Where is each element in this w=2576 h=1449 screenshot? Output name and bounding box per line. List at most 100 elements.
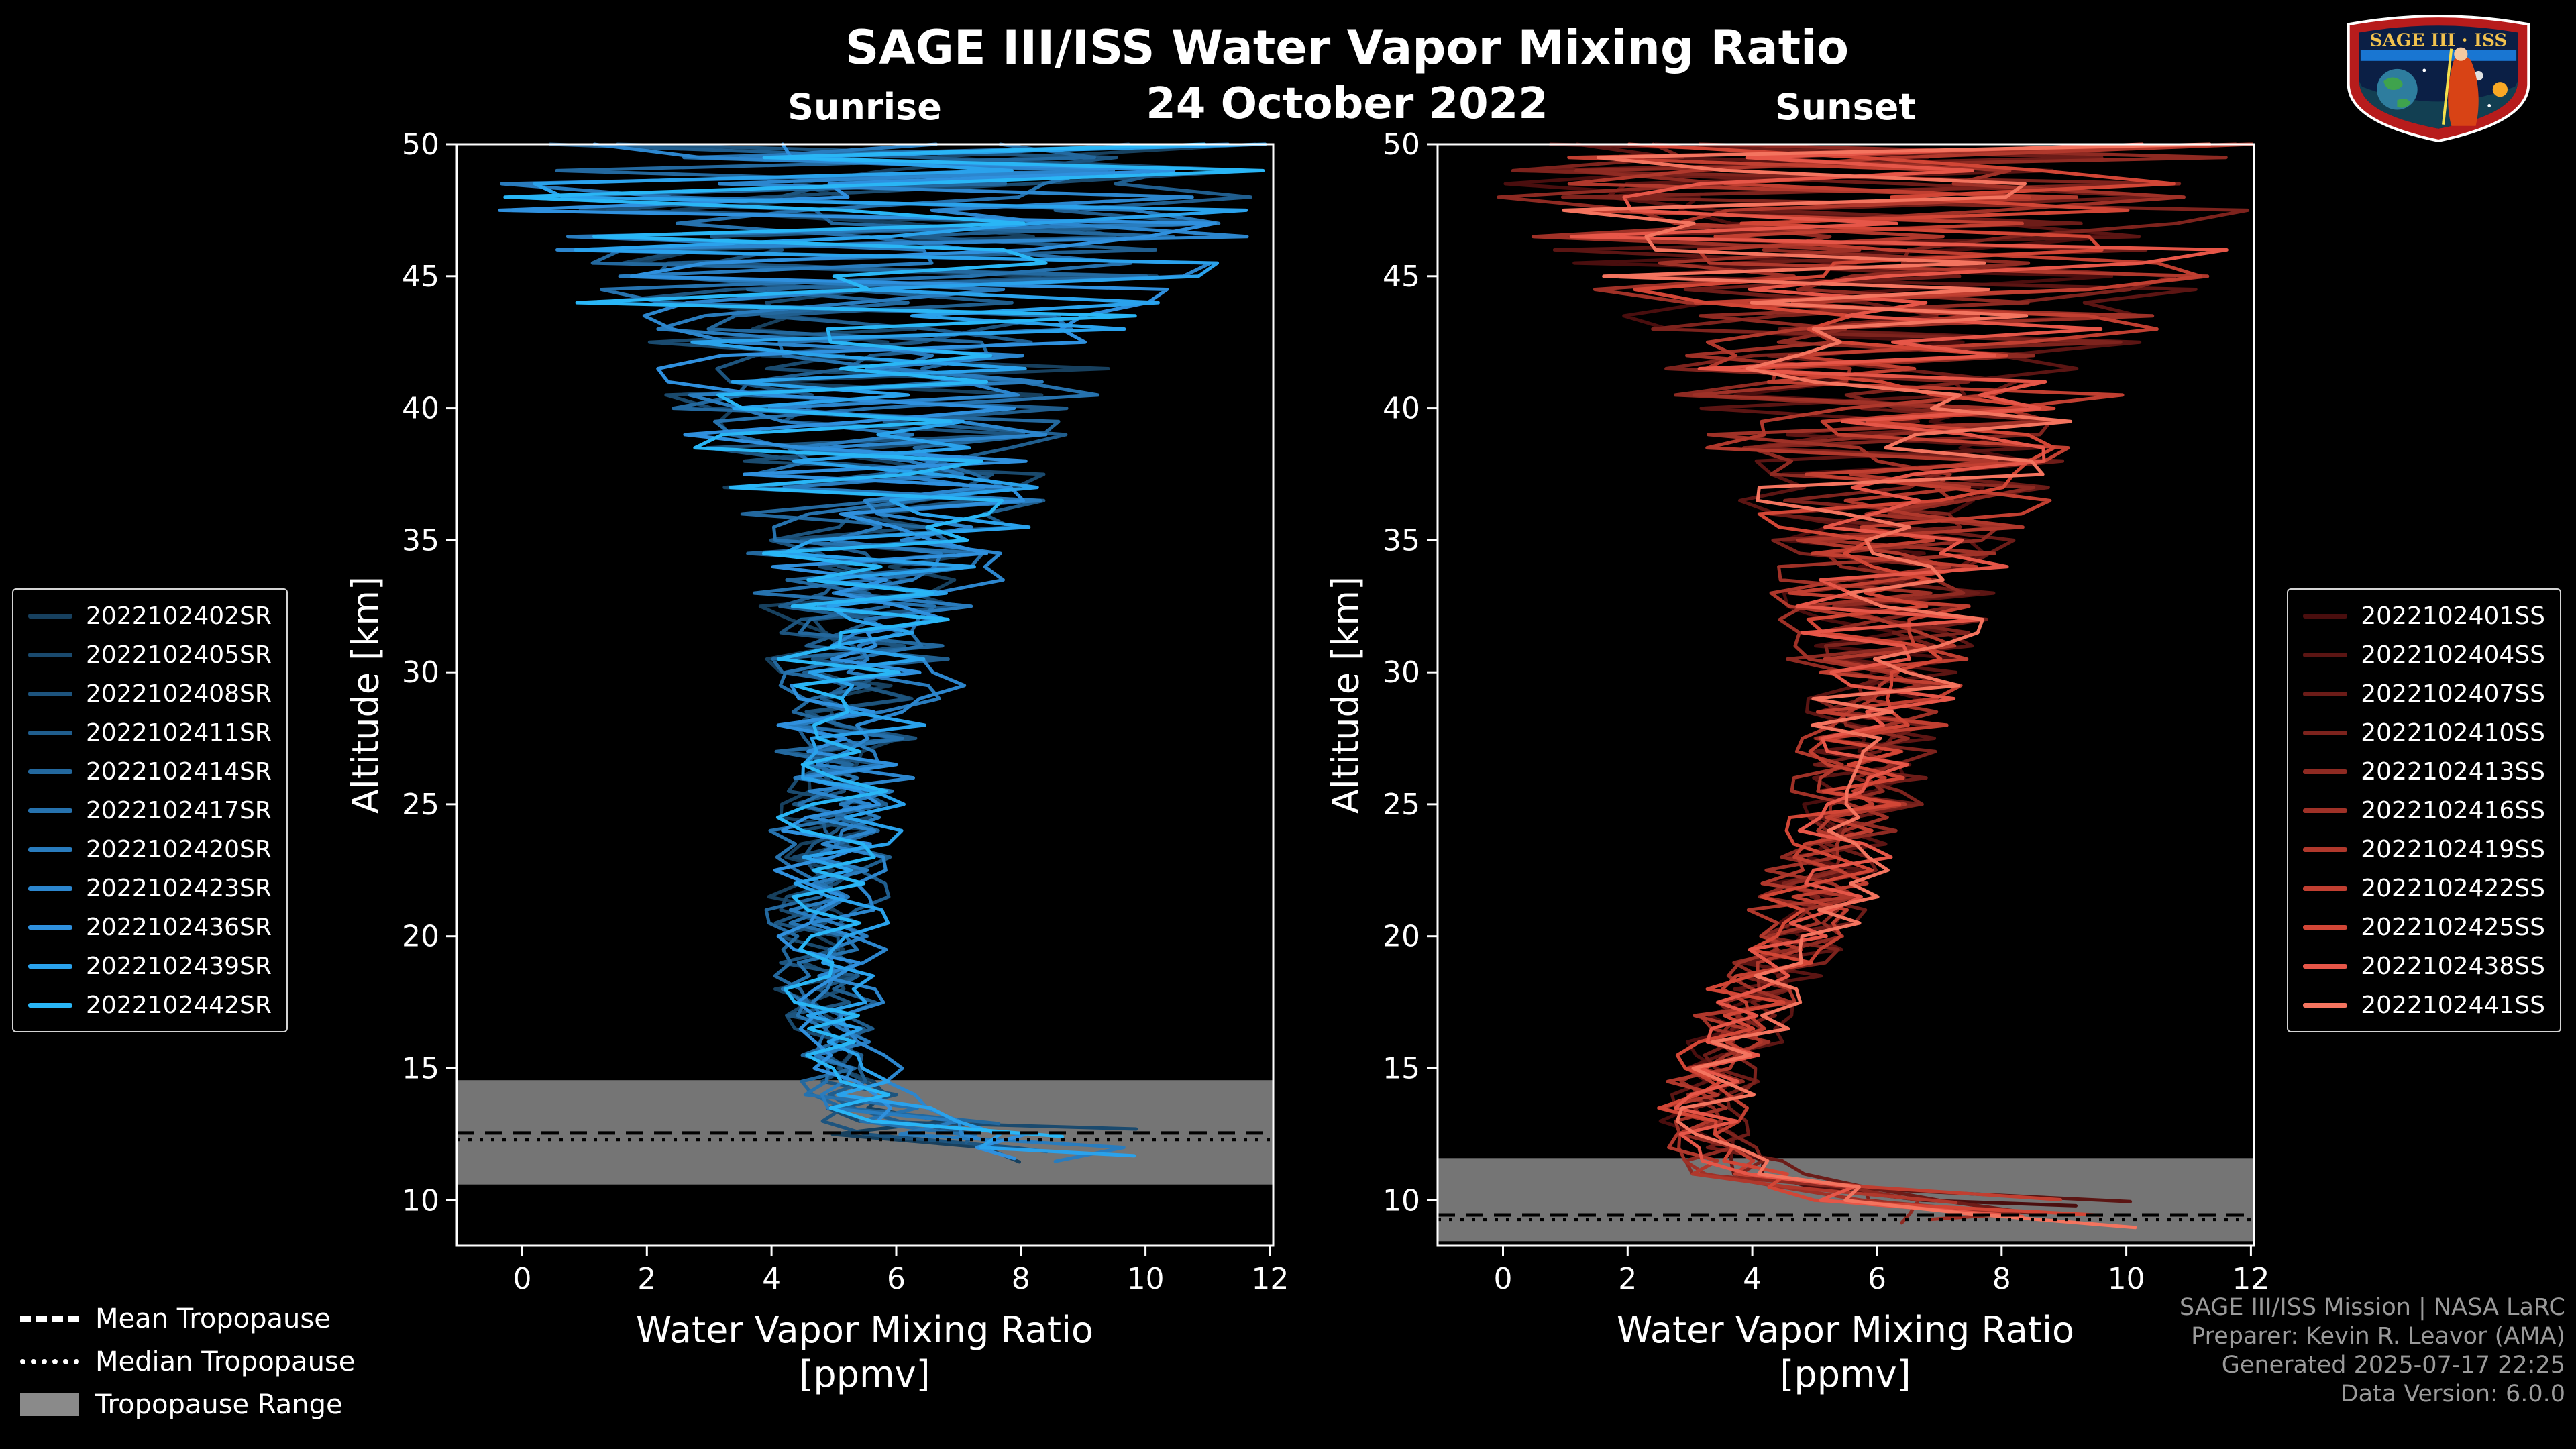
profile-line-2022102441SS [1562, 142, 2212, 1230]
profile-line-2022102439SR [533, 142, 1267, 1158]
series-color-line [2303, 885, 2348, 891]
logo-staff [2442, 48, 2453, 125]
series-label: 2022102404SS [2361, 641, 2545, 669]
series-label: 2022102410SS [2361, 718, 2545, 747]
series-label: 2022102411SR [86, 718, 272, 747]
x-axis-label-right: Water Vapor Mixing Ratio [ppmv] [1617, 1308, 2074, 1397]
profile-line-2022102410SS [1511, 142, 2250, 1208]
mean-tropopause-label: Mean Tropopause [95, 1303, 331, 1334]
y-tick-label: 20 [1383, 920, 1420, 954]
legend-item: 2022102419SS [2303, 835, 2545, 863]
series-color-line [2303, 613, 2348, 619]
series-color-line [28, 885, 72, 891]
legend-item: 2022102438SS [2303, 952, 2545, 980]
profile-line-2022102425SS [1627, 142, 2176, 1217]
logo-earth-land [2383, 77, 2403, 91]
series-color-line [2303, 808, 2348, 813]
x-tick-label: 4 [1743, 1262, 1762, 1296]
gray-range-swatch [20, 1393, 79, 1416]
legend-item-mean-tropopause: Mean Tropopause [20, 1303, 355, 1334]
x-tick-label: 4 [762, 1262, 781, 1296]
series-label: 2022102438SS [2361, 952, 2545, 980]
x-tick-label: 0 [1494, 1262, 1513, 1296]
legend-item: 2022102401SS [2303, 602, 2545, 630]
series-label: 2022102413SS [2361, 757, 2545, 786]
date-title: 24 October 2022 [1146, 79, 1548, 129]
y-tick-label: 25 [1383, 788, 1420, 822]
legend-item: 2022102417SR [28, 796, 272, 824]
series-color-line [2303, 652, 2348, 657]
series-label: 2022102401SS [2361, 602, 2545, 630]
series-color-line [28, 847, 72, 852]
panel-sunset: 0 2 4 6 8 10 12 10 15 20 25 30 35 40 45 50 [1383, 127, 2269, 1296]
legend-item: 2022102411SR [28, 718, 272, 747]
y-tick-label: 35 [402, 523, 439, 557]
legend-item: 2022102439SR [28, 952, 272, 980]
y-axis-label-left: Altitude [km] [344, 576, 387, 814]
legend-item-tropopause-range: Tropopause Range [20, 1389, 355, 1420]
x-axis-label-unit: [ppmv] [799, 1353, 930, 1395]
legend-item: 2022102414SR [28, 757, 272, 786]
legend-sunrise: 2022102402SR 2022102405SR 2022102408SR 2022… [12, 588, 288, 1032]
logo-sea [2359, 81, 2518, 129]
y-tick-label: 15 [402, 1052, 439, 1086]
legend-item: 2022102422SS [2303, 874, 2545, 902]
series-color-line [28, 730, 72, 735]
axes-frame [1436, 143, 2255, 1247]
series-label: 2022102436SR [86, 913, 272, 941]
x-tick-label: 12 [1251, 1262, 1289, 1296]
series-color-line [28, 924, 72, 930]
x-tick-label: 8 [1012, 1262, 1030, 1296]
credits: SAGE III/ISS Mission | NASA LaRC Prepare… [2180, 1293, 2565, 1409]
x-tick-label: 12 [2232, 1262, 2269, 1296]
legend-item: 2022102410SS [2303, 718, 2545, 747]
legend-item: 2022102442SR [28, 991, 272, 1019]
series-label: 2022102405SR [86, 641, 272, 669]
logo-star [2487, 104, 2491, 107]
panel-title-sunset: Sunset [1774, 86, 1917, 128]
series-color-line [2303, 924, 2348, 930]
median-tropopause-label: Median Tropopause [95, 1346, 356, 1377]
y-tick-label: 15 [1383, 1052, 1420, 1086]
legend-item: 2022102407SS [2303, 680, 2545, 708]
y-axis-label-right: Altitude [km] [1324, 576, 1367, 814]
y-tick-label: 10 [1383, 1183, 1420, 1218]
legend-item: 2022102420SR [28, 835, 272, 863]
page-title: SAGE III/ISS Water Vapor Mixing Ratio [845, 20, 1849, 75]
legend-sunset: 2022102401SS 2022102404SS 2022102407SS 2022… [2287, 588, 2561, 1032]
legend-item: 2022102402SR [28, 602, 272, 630]
legend-item: 2022102436SR [28, 913, 272, 941]
series-label: 2022102414SR [86, 757, 272, 786]
credit-generated: Generated 2025-07-17 22:25 [2221, 1352, 2565, 1379]
series-color-line [28, 652, 72, 657]
y-tick-label: 20 [402, 920, 439, 954]
logo-sun [2492, 82, 2508, 97]
profile-line-2022102438SS [1569, 142, 2229, 1218]
x-axis-label-text: Water Vapor Mixing Ratio [635, 1309, 1094, 1351]
x-axis-label-unit: [ppmv] [1780, 1353, 1911, 1395]
legend-item-median-tropopause: Median Tropopause [20, 1346, 356, 1377]
series-label: 2022102439SR [86, 952, 272, 980]
profile-line-2022102407SS [1523, 142, 2167, 1215]
logo-earth-land [2397, 99, 2411, 108]
y-tick-label: 10 [402, 1183, 439, 1218]
x-tick-label: 8 [1992, 1262, 2011, 1296]
x-tick-label: 6 [1868, 1262, 1886, 1296]
legend-item: 2022102425SS [2303, 913, 2545, 941]
y-tick-label: 30 [402, 655, 439, 690]
y-tick-label: 40 [1383, 392, 1420, 426]
profile-line-2022102414SR [509, 142, 1175, 1126]
legend-item: 2022102441SS [2303, 991, 2545, 1019]
series-color-line [28, 1002, 72, 1008]
sage-iii-iss-logo: SAGE III · ISS [2347, 15, 2530, 143]
panel-title-sunrise: Sunrise [788, 86, 942, 128]
logo-band [2360, 50, 2517, 61]
logo-title: SAGE III · ISS [2370, 30, 2508, 51]
x-tick-label: 2 [1618, 1262, 1637, 1296]
x-tick-label: 10 [2108, 1262, 2145, 1296]
legend-item: 2022102404SS [2303, 641, 2545, 669]
y-tick-label: 50 [1383, 127, 1420, 162]
series-label: 2022102407SS [2361, 680, 2545, 708]
profile-line-2022102436SR [498, 142, 1217, 1161]
